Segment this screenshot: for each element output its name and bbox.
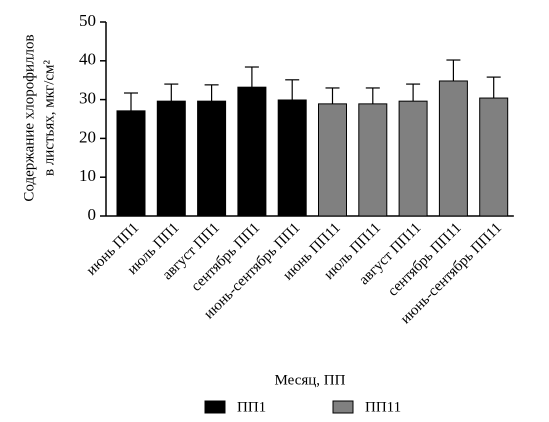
- bar: [438, 80, 468, 217]
- y-tick-label: 40: [79, 50, 96, 69]
- bar: [237, 86, 267, 217]
- error-bar: [325, 87, 340, 104]
- x-axis-title: Месяц, ПП: [275, 372, 346, 388]
- y-axis-title-line: Содержание хлорофиллов: [21, 34, 37, 201]
- error-bar: [244, 66, 259, 88]
- error-bar: [164, 83, 179, 102]
- error-bar: [486, 76, 501, 99]
- legend-swatch: [204, 400, 226, 414]
- y-tick-label: 50: [79, 11, 96, 30]
- error-bar: [446, 59, 461, 81]
- legend-label: ПП11: [365, 399, 401, 415]
- bar: [197, 100, 227, 217]
- bar: [358, 103, 388, 217]
- bar: [479, 97, 509, 217]
- y-axis-title: Содержание хлорофиллов в листьях, мкг/см…: [21, 34, 57, 201]
- y-tick-label: 10: [79, 166, 96, 185]
- error-bar: [124, 92, 138, 111]
- y-tick-label: 20: [79, 127, 96, 146]
- bar: [277, 99, 307, 217]
- error-bar: [204, 84, 219, 102]
- y-axis-title-line: в листьях, мкг/см²: [41, 59, 57, 176]
- y-tick-label: 30: [79, 89, 96, 108]
- bar: [398, 100, 428, 217]
- error-bar: [406, 83, 421, 102]
- bar: [116, 110, 146, 217]
- error-bar: [285, 79, 300, 100]
- legend-label: ПП1: [237, 399, 266, 415]
- bar: [156, 100, 186, 217]
- error-bar: [365, 87, 380, 104]
- bar: [318, 103, 347, 217]
- legend-swatch: [332, 400, 354, 414]
- y-tick-label: 0: [88, 205, 97, 224]
